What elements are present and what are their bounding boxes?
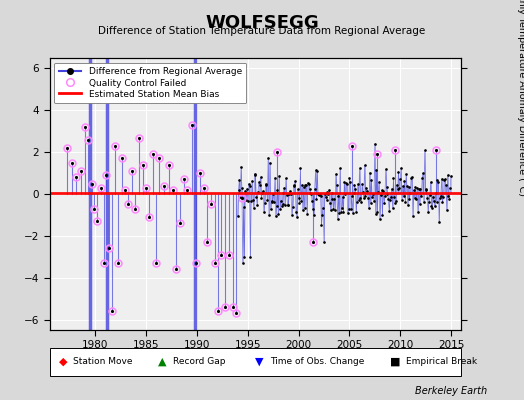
Text: Record Gap: Record Gap	[173, 357, 225, 366]
Legend: Difference from Regional Average, Quality Control Failed, Estimated Station Mean: Difference from Regional Average, Qualit…	[54, 62, 246, 104]
Text: ▲: ▲	[158, 356, 167, 366]
Text: Berkeley Earth: Berkeley Earth	[415, 386, 487, 396]
Text: ◆: ◆	[59, 356, 67, 366]
Text: Station Move: Station Move	[73, 357, 133, 366]
Text: Monthly Temperature Anomaly Difference (°C): Monthly Temperature Anomaly Difference (…	[517, 0, 524, 196]
Text: Difference of Station Temperature Data from Regional Average: Difference of Station Temperature Data f…	[99, 26, 425, 36]
Text: Empirical Break: Empirical Break	[406, 357, 477, 366]
Text: ■: ■	[390, 356, 401, 366]
Text: ▼: ▼	[255, 356, 264, 366]
Text: WOLFSEGG: WOLFSEGG	[205, 14, 319, 32]
Text: Time of Obs. Change: Time of Obs. Change	[270, 357, 364, 366]
